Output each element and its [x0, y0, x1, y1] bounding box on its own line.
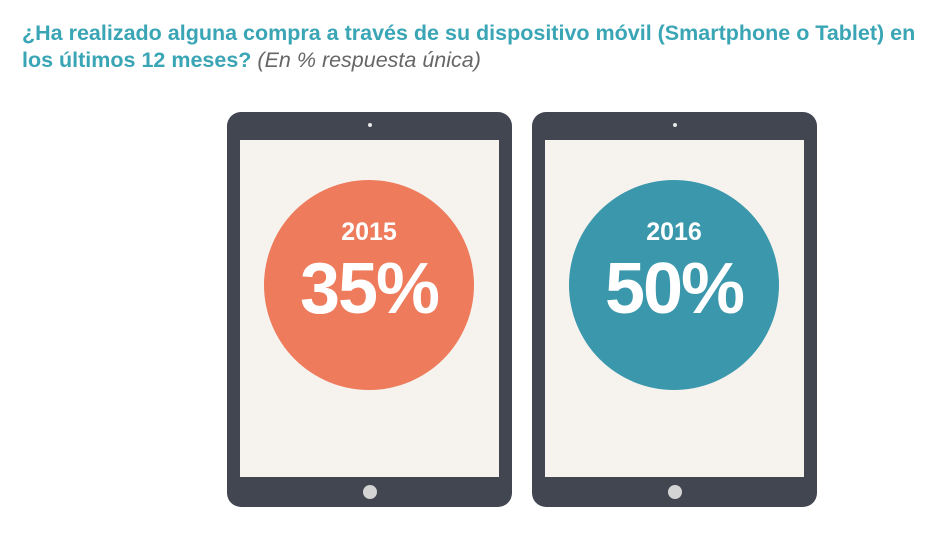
year-label-2016: 2016 [646, 218, 702, 246]
percent-label-2015: 35% [299, 249, 440, 329]
home-button-icon [362, 485, 377, 499]
page-title: ¿Ha realizado alguna compra a través de … [22, 20, 942, 74]
tablet-screen-2016: 2016 50% [545, 140, 804, 477]
year-label-2015: 2015 [341, 218, 397, 246]
tablet-screen-2015: 2015 35% [240, 140, 499, 477]
title-note: (En % respuesta única) [257, 48, 481, 72]
value-circle-2015: 2015 35% [264, 180, 474, 390]
percent-label-2016: 50% [604, 249, 745, 329]
tablet-2015: 2015 35% [227, 112, 512, 507]
camera-icon [367, 123, 372, 127]
camera-icon [672, 123, 677, 127]
value-circle-2016: 2016 50% [569, 180, 779, 390]
home-button-icon [667, 485, 682, 499]
tablet-2016: 2016 50% [532, 112, 817, 507]
title-question: ¿Ha realizado alguna compra a través de … [22, 21, 916, 72]
